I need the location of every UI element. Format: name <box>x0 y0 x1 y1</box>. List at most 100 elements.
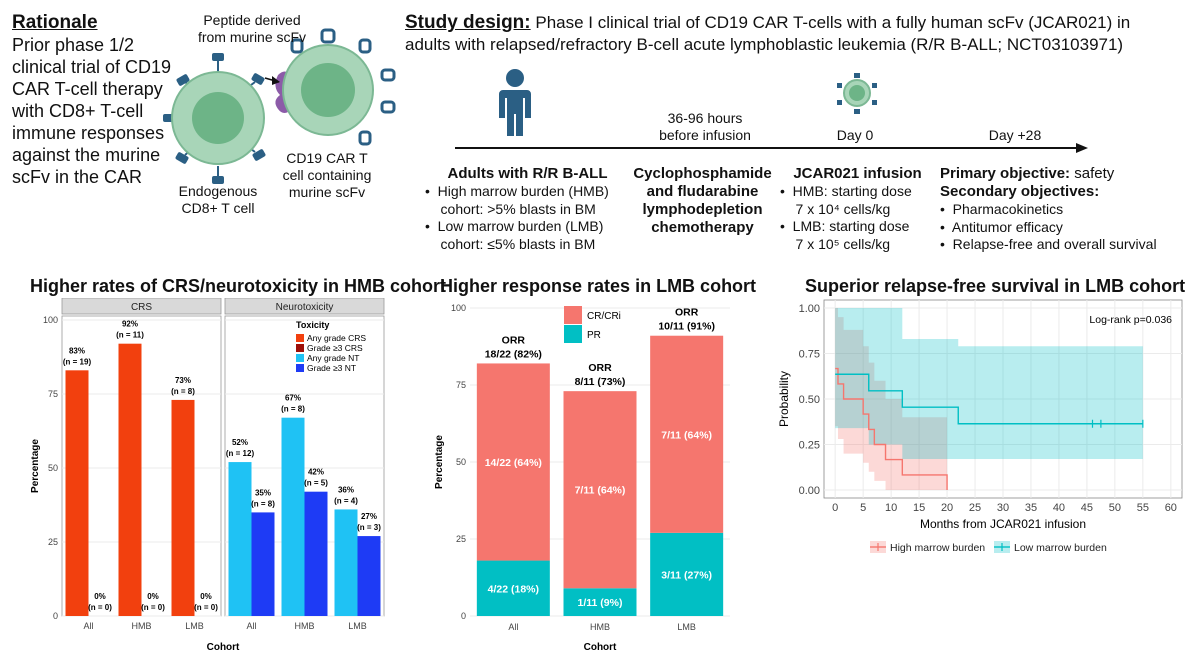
rfs-chart: 0 5 10 15 20 25 30 35 40 45 50 55 60 0.00 0.25 0.50 0.75… <box>777 299 1183 554</box>
data-label: 67% <box>285 394 301 403</box>
time-day0: Day 0 <box>836 127 874 143</box>
legend-label: PR <box>587 330 601 341</box>
col-population-list: • High marrow burden (HMB) cohort: >5% b… <box>425 183 630 253</box>
col-infusion-title: JCAR021 infusion <box>793 165 922 182</box>
x-tick-label: LMB <box>348 621 367 631</box>
legend-swatch <box>296 344 304 352</box>
data-label: 35% <box>255 488 271 497</box>
list-item: 7 x 10⁴ cells/kg <box>780 200 891 217</box>
facet-label: CRS <box>131 302 152 313</box>
study-heading: Study design: <box>405 12 531 33</box>
secondary-objectives-label: Secondary objectives: <box>940 183 1100 200</box>
data-label: 0% <box>147 592 159 601</box>
x-tick-label: 0 <box>832 502 838 514</box>
x-tick-label: 40 <box>1053 502 1065 514</box>
car-t-mini-icon <box>837 73 877 114</box>
y-axis-label: Percentage <box>434 435 445 489</box>
col-chemo-line: Cyclophosphamide <box>633 165 772 182</box>
annotation-label: Log-rank p=0.036 <box>1089 314 1172 326</box>
col-chemo-line: lymphodepletion <box>642 201 763 218</box>
label-peptide-line: Peptide derived <box>203 12 301 28</box>
x-tick-label: 30 <box>997 502 1009 514</box>
col-chemo: Cyclophosphamide and fludarabine lymphod… <box>630 165 775 237</box>
bar <box>304 491 328 616</box>
x-tick-label: 55 <box>1137 502 1149 514</box>
toxicity-chart: 0 25 50 75 100 Percentage CRS All 83% (n = 19) 0% (… <box>30 298 385 653</box>
label-car-t: CD19 CAR T cell containing murine scFv <box>272 150 382 201</box>
list-item: • Relapse-free and overall survival <box>940 236 1157 252</box>
x-tick-label: LMB <box>185 621 204 631</box>
y-tick-label: 0.25 <box>799 440 820 452</box>
bar <box>118 343 142 616</box>
segment-label: 7/11 (64%) <box>575 485 626 497</box>
primary-objective-label: Primary objective: <box>940 165 1071 182</box>
segment-label: 3/11 (27%) <box>661 569 712 581</box>
col-infusion: JCAR021 infusion • HMB: starting dose 7 … <box>780 165 935 253</box>
orr-label: ORR <box>588 362 612 374</box>
legend-label: Grade ≥3 NT <box>307 363 356 373</box>
data-label: 92% <box>122 320 138 329</box>
data-label: (n = 0) <box>194 603 218 612</box>
y-axis-label: Probability <box>777 371 791 427</box>
orr-label: 18/22 (82%) <box>485 348 542 360</box>
x-axis-label: Months from JCAR021 infusion <box>920 517 1086 531</box>
y-tick-label: 0 <box>461 611 466 621</box>
label-endogenous-line: Endogenous <box>178 183 258 199</box>
x-tick-label: All <box>83 621 93 631</box>
time-line: 36-96 hours <box>667 110 743 126</box>
x-tick-label: 20 <box>941 502 953 514</box>
x-tick-label: All <box>508 622 518 632</box>
facet-strip <box>224 298 385 315</box>
x-tick-label: 35 <box>1025 502 1037 514</box>
time-day28: Day +28 <box>988 127 1042 143</box>
x-tick-label: All <box>246 621 256 631</box>
col-infusion-list: • HMB: starting dose 7 x 10⁴ cells/kg • … <box>780 183 935 253</box>
data-label: (n = 5) <box>304 479 328 488</box>
data-label: 0% <box>200 592 212 601</box>
legend-swatch <box>296 364 304 372</box>
list-item: cohort: ≤5% blasts in BM <box>425 235 596 252</box>
bar <box>65 370 89 616</box>
data-label: (n = 8) <box>281 405 305 414</box>
list-item: • Pharmacokinetics <box>940 201 1064 217</box>
label-car-t-line: CD19 CAR T <box>286 150 368 166</box>
y-tick-label: 25 <box>48 537 58 547</box>
x-tick-label: HMB <box>132 621 152 631</box>
rationale-line: clinical trial of CD19 <box>12 57 172 77</box>
y-tick-label: 75 <box>48 389 58 399</box>
chart2-title: Higher response rates in LMB cohort <box>440 276 757 296</box>
facet-label: Neurotoxicity <box>276 302 334 313</box>
data-label: 83% <box>69 346 85 355</box>
rationale-heading: Rationale <box>12 12 98 33</box>
survival-line <box>835 373 1143 425</box>
rationale-body: Prior phase 1/2 clinical trial of CD19 C… <box>12 34 171 188</box>
study-line2: adults with relapsed/refractory B-cell a… <box>405 35 1124 54</box>
x-tick-label: 10 <box>885 502 897 514</box>
data-label: 27% <box>361 512 377 521</box>
x-axis-label: Cohort <box>584 642 617 653</box>
stacked-bar <box>476 363 550 561</box>
orr-label: ORR <box>675 307 699 319</box>
data-label: 73% <box>175 376 191 385</box>
primary-objective-value: safety <box>1070 165 1115 182</box>
rationale-line: CAR T-cell therapy <box>12 79 163 99</box>
y-tick-label: 50 <box>456 457 466 467</box>
chart1-title: Higher rates of CRS/neurotoxicity in HMB… <box>30 276 447 296</box>
list-item: • HMB: starting dose <box>780 183 912 199</box>
x-tick-label: 15 <box>913 502 925 514</box>
x-tick-label: 5 <box>860 502 866 514</box>
list-item: cohort: >5% blasts in BM <box>425 200 596 217</box>
segment-label: 1/11 (9%) <box>578 597 623 609</box>
x-tick-label: 50 <box>1109 502 1121 514</box>
legend-label: CR/CRi <box>587 311 621 322</box>
time-before-infusion: 36-96 hours before infusion <box>630 110 780 144</box>
data-label: (n = 11) <box>116 331 144 340</box>
cell-illustration <box>163 28 396 184</box>
car-t-cell-icon <box>282 28 396 146</box>
ci-band <box>835 308 948 490</box>
x-tick-label: 45 <box>1081 502 1093 514</box>
stacked-bar <box>650 335 724 533</box>
col-chemo-line: chemotherapy <box>651 219 754 236</box>
y-tick-label: 1.00 <box>799 303 820 315</box>
x-tick-label: LMB <box>677 622 696 632</box>
